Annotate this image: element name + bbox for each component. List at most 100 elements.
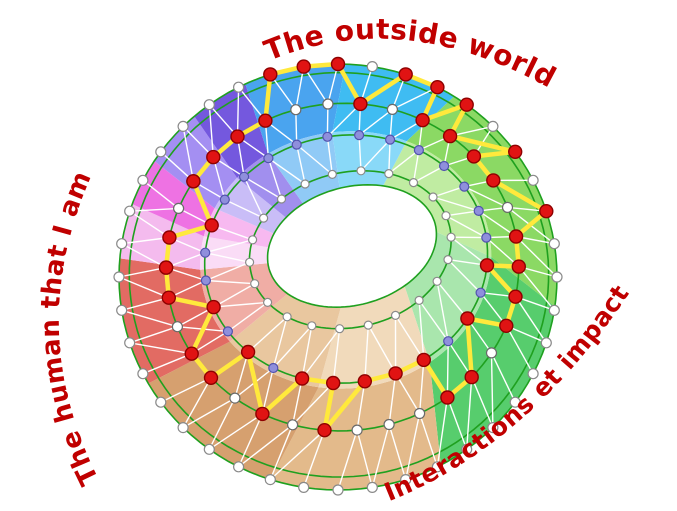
mesh-edge bbox=[128, 207, 180, 212]
node bbox=[485, 347, 498, 359]
active-node bbox=[388, 366, 403, 381]
node bbox=[481, 232, 492, 243]
node bbox=[307, 321, 317, 331]
mesh-edge bbox=[485, 236, 520, 268]
mesh-edge bbox=[418, 299, 425, 361]
node bbox=[263, 297, 273, 307]
mesh-edge bbox=[204, 239, 254, 254]
mesh-edge bbox=[120, 309, 179, 328]
node bbox=[222, 326, 233, 337]
active-node bbox=[466, 149, 482, 164]
mesh-edge bbox=[267, 157, 306, 185]
mesh-edge bbox=[514, 296, 547, 344]
active-node bbox=[317, 423, 332, 438]
node bbox=[487, 120, 499, 133]
mesh-edge bbox=[515, 235, 558, 278]
mesh-edge bbox=[208, 397, 236, 450]
label-human-that-i-am-text: The human that I am bbox=[36, 167, 105, 490]
node bbox=[356, 166, 366, 176]
wheel-root bbox=[113, 56, 563, 496]
mesh-edge bbox=[356, 380, 366, 431]
mesh-edge bbox=[446, 396, 468, 450]
mesh-edge bbox=[388, 149, 420, 175]
node bbox=[540, 337, 552, 349]
node bbox=[173, 202, 185, 214]
node bbox=[487, 422, 499, 434]
mesh-edge bbox=[412, 165, 445, 184]
mesh-edge bbox=[356, 429, 373, 489]
active-node bbox=[296, 59, 311, 74]
sector-green-lower-inner bbox=[404, 231, 492, 363]
sector-purple-light-outer bbox=[154, 116, 238, 209]
node bbox=[428, 192, 438, 202]
mesh-edge bbox=[446, 340, 449, 399]
node bbox=[354, 130, 365, 141]
mesh-edge bbox=[301, 325, 313, 380]
node bbox=[335, 324, 345, 334]
mesh-edge bbox=[295, 108, 298, 146]
mesh-edge bbox=[412, 149, 420, 184]
node bbox=[475, 287, 486, 298]
active-node bbox=[479, 258, 495, 273]
mesh-edge bbox=[388, 372, 397, 426]
active-node bbox=[330, 56, 346, 72]
node bbox=[282, 312, 292, 322]
mesh-edge bbox=[337, 429, 358, 491]
node bbox=[384, 169, 394, 179]
mesh-edge bbox=[418, 412, 439, 468]
mesh-edge bbox=[364, 324, 369, 382]
node bbox=[461, 443, 473, 455]
active-node bbox=[539, 203, 554, 219]
active-node bbox=[511, 259, 526, 274]
node bbox=[386, 103, 398, 116]
node bbox=[248, 235, 258, 245]
mesh-edge bbox=[128, 326, 179, 344]
nodes bbox=[113, 60, 563, 496]
node bbox=[268, 362, 279, 374]
mesh-edge bbox=[269, 429, 326, 481]
mesh-edge bbox=[160, 377, 212, 403]
mesh-edge bbox=[182, 377, 212, 429]
node bbox=[551, 271, 563, 283]
active-node bbox=[442, 128, 458, 144]
node bbox=[137, 174, 149, 186]
mesh-edge bbox=[358, 134, 362, 172]
node bbox=[459, 181, 470, 192]
mesh-edge bbox=[505, 325, 534, 375]
node bbox=[414, 295, 424, 305]
mesh-edge bbox=[296, 143, 333, 176]
active-node bbox=[204, 218, 219, 233]
mesh-edge bbox=[272, 316, 288, 369]
mesh-edge bbox=[505, 325, 547, 344]
node bbox=[441, 211, 451, 221]
mesh-edge bbox=[236, 86, 240, 138]
node bbox=[233, 81, 245, 93]
mesh-edge bbox=[466, 376, 473, 450]
node bbox=[203, 99, 215, 111]
node bbox=[432, 276, 442, 286]
mesh-edge bbox=[208, 413, 264, 450]
active-node bbox=[398, 67, 413, 82]
mesh-edge bbox=[227, 301, 269, 333]
node bbox=[116, 304, 128, 316]
node bbox=[443, 255, 453, 265]
mesh-edge bbox=[436, 280, 469, 320]
node bbox=[298, 481, 310, 493]
mesh-edge bbox=[295, 65, 305, 111]
mesh-edge bbox=[296, 143, 306, 185]
mesh-edge bbox=[445, 210, 480, 217]
mesh-edge bbox=[272, 325, 313, 369]
mesh-edge bbox=[360, 138, 391, 172]
mesh-edge bbox=[388, 423, 407, 481]
active-node bbox=[294, 371, 310, 386]
ring-curve bbox=[128, 71, 550, 478]
mesh-edge bbox=[432, 196, 480, 212]
node bbox=[229, 392, 241, 404]
active-node bbox=[486, 173, 501, 188]
mesh-edge bbox=[478, 210, 517, 238]
node bbox=[383, 418, 395, 431]
mesh-edge bbox=[449, 125, 494, 137]
node bbox=[171, 321, 183, 333]
active-node bbox=[240, 344, 256, 360]
node bbox=[548, 238, 560, 250]
